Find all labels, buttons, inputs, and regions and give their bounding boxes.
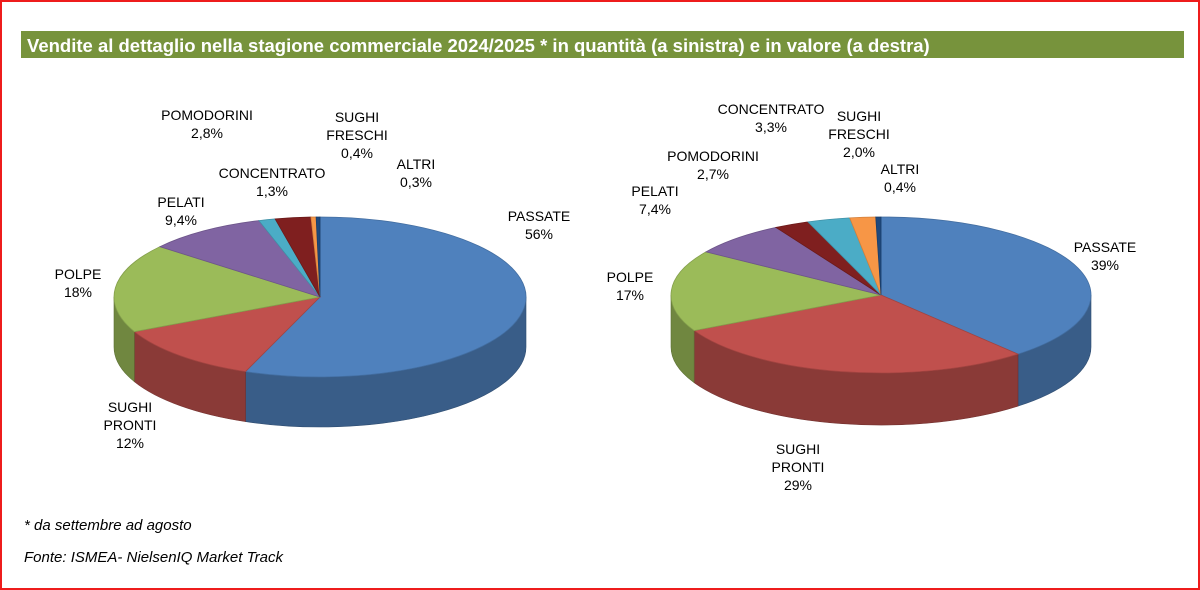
slice-name: POLPE	[55, 266, 102, 282]
slice-name: ALTRI	[881, 161, 920, 177]
slice-percent: 0,3%	[400, 174, 432, 190]
slice-name: SUGHI	[335, 109, 379, 125]
slice-percent: 0,4%	[884, 179, 916, 195]
slice-name: SUGHI	[776, 441, 820, 457]
source-note: Fonte: ISMEA- NielsenIQ Market Track	[24, 549, 283, 566]
slice-label-sughi-freschi: SUGHI FRESCHI 2,0%	[828, 108, 889, 160]
slice-polpe	[113, 246, 321, 333]
slice-label-concentrato: CONCENTRATO 1,3%	[219, 165, 326, 199]
slice-name: SUGHI	[837, 108, 881, 124]
slice-name: SUGHI	[108, 399, 152, 415]
slice-label-polpe: POLPE 18%	[55, 266, 102, 300]
slice-label-sughi-freschi: SUGHI FRESCHI 0,4%	[326, 109, 387, 161]
slice-percent: 1,3%	[256, 183, 288, 199]
slice-name: CONCENTRATO	[718, 101, 825, 117]
slice-percent: 56%	[525, 226, 553, 242]
slice-label-polpe: POLPE 17%	[607, 269, 654, 303]
slice-percent: 39%	[1091, 257, 1119, 273]
slice-labels: PASSATE 39% SUGHI PRONTI 29% POLPE 17% PELATI 7,…	[607, 101, 1137, 493]
slice-name: PRONTI	[104, 417, 157, 433]
footnote: * da settembre ad agosto	[24, 517, 192, 534]
slice-percent: 2,0%	[843, 144, 875, 160]
slice-label-pelati: PELATI 9,4%	[157, 194, 204, 228]
slice-percent: 18%	[64, 284, 92, 300]
pie-chart-quantity: PASSATE 56% SUGHI PRONTI 12% POLPE 18% PELATI 9,…	[55, 107, 571, 451]
slice-label-altri: ALTRI 0,4%	[881, 161, 920, 195]
slice-percent: 0,4%	[341, 145, 373, 161]
slice-passate	[880, 216, 1092, 355]
slice-label-concentrato: CONCENTRATO 3,3%	[718, 101, 825, 135]
slice-passate	[244, 216, 527, 378]
slice-name: CONCENTRATO	[219, 165, 326, 181]
slice-name: PASSATE	[508, 208, 571, 224]
slice-sughi-pronti	[133, 296, 322, 373]
slice-label-pelati: PELATI 7,4%	[631, 183, 678, 217]
slice-name: PELATI	[631, 183, 678, 199]
slice-label-sughi-pronti: SUGHI PRONTI 29%	[772, 441, 825, 493]
slice-name: PELATI	[157, 194, 204, 210]
slice-labels: PASSATE 56% SUGHI PRONTI 12% POLPE 18% PELATI 9,…	[55, 107, 571, 451]
pie-chart-value: PASSATE 39% SUGHI PRONTI 29% POLPE 17% PELATI 7,…	[607, 101, 1137, 493]
slice-name: PRONTI	[772, 459, 825, 475]
slice-percent: 12%	[116, 435, 144, 451]
slice-pelati	[704, 227, 882, 296]
slice-percent: 3,3%	[755, 119, 787, 135]
slice-altri	[315, 216, 321, 298]
slice-percent: 7,4%	[639, 201, 671, 217]
slice-label-passate: PASSATE 56%	[508, 208, 571, 242]
slice-name: PASSATE	[1074, 239, 1137, 255]
slice-percent: 29%	[784, 477, 812, 493]
slice-label-pomodorini: POMODORINI 2,7%	[667, 148, 759, 182]
slice-label-pomodorini: POMODORINI 2,8%	[161, 107, 253, 141]
slice-altri	[875, 216, 882, 296]
slice-percent: 17%	[616, 287, 644, 303]
chart-title: Vendite al dettaglio nella stagione comm…	[27, 35, 930, 56]
slice-label-passate: PASSATE 39%	[1074, 239, 1137, 273]
slice-name: FRESCHI	[326, 127, 387, 143]
slice-name: ALTRI	[397, 156, 436, 172]
slice-sughi-pronti	[693, 294, 1020, 374]
slice-name: FRESCHI	[828, 126, 889, 142]
slice-percent: 2,8%	[191, 125, 223, 141]
slice-polpe	[670, 251, 882, 332]
slice-label-altri: ALTRI 0,3%	[397, 156, 436, 190]
pie-side-walls	[670, 294, 1092, 426]
slice-name: POMODORINI	[667, 148, 759, 164]
slice-pelati	[158, 220, 322, 298]
slice-percent: 9,4%	[165, 212, 197, 228]
slice-label-sughi-pronti: SUGHI PRONTI 12%	[104, 399, 157, 451]
slice-name: POMODORINI	[161, 107, 253, 123]
pie-top	[113, 216, 527, 378]
slice-name: POLPE	[607, 269, 654, 285]
title-bar: Vendite al dettaglio nella stagione comm…	[21, 31, 1184, 58]
pie-top	[670, 216, 1092, 374]
slice-percent: 2,7%	[697, 166, 729, 182]
